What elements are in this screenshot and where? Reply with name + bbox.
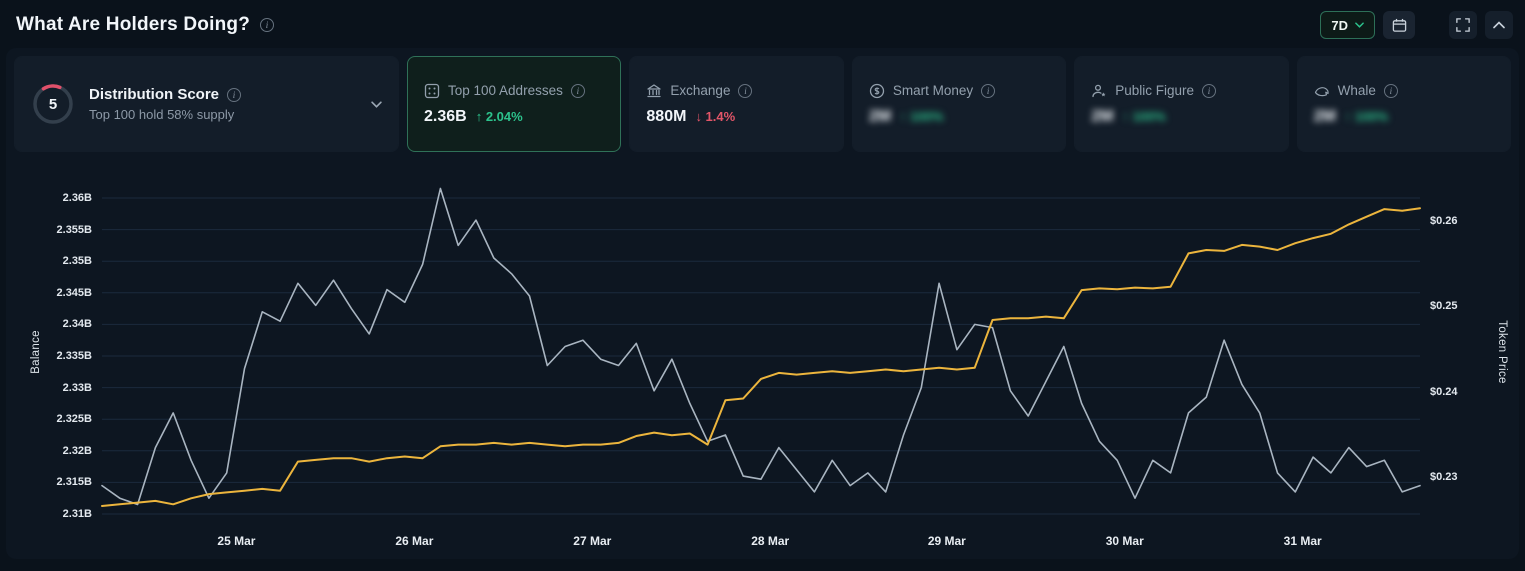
right-axis-title: Token Price: [1496, 320, 1508, 384]
stat-value-blurred: 2M: [1313, 107, 1336, 125]
x-axis-tick: 27 Mar: [573, 534, 612, 548]
x-axis-tick: 25 Mar: [217, 534, 256, 548]
stat-change: ↓ 1.4%: [695, 108, 736, 124]
x-axis-tick: 28 Mar: [751, 534, 790, 548]
card-exchange[interactable]: Exchange i 880M ↓ 1.4%: [629, 56, 844, 152]
title-info-icon[interactable]: i: [260, 18, 275, 32]
header: What Are Holders Doing? i 7D: [0, 0, 1525, 48]
stat-change-blurred: ↑ 100%: [1344, 108, 1389, 124]
stat-change-blurred: ↑ 100%: [1122, 108, 1166, 124]
time-range-selector[interactable]: 7D: [1320, 11, 1375, 39]
y-axis-tick-left: 2.345B: [56, 286, 92, 299]
info-icon[interactable]: i: [1383, 83, 1398, 98]
x-axis-tick: 26 Mar: [395, 534, 434, 548]
y-axis-tick-right: $0.26: [1430, 215, 1458, 227]
distribution-info-icon[interactable]: i: [227, 87, 242, 102]
y-axis-tick-left: 2.35B: [62, 255, 92, 268]
stat-change: ↑ 2.04%: [475, 108, 523, 124]
y-axis-tick-left: 2.355B: [56, 223, 92, 236]
stat-value: 880M: [646, 107, 687, 125]
calendar-icon: [1392, 18, 1406, 32]
collapse-button[interactable]: [1485, 11, 1513, 39]
card-public-figure[interactable]: Public Figure i 2M ↑ 100%: [1074, 56, 1289, 152]
info-icon[interactable]: i: [570, 83, 585, 98]
fullscreen-button[interactable]: [1449, 11, 1477, 39]
distribution-score-card[interactable]: 5 Distribution Score i Top 100 hold 58% …: [14, 56, 399, 152]
holders-panel: 5 Distribution Score i Top 100 hold 58% …: [6, 48, 1519, 559]
y-axis-tick-left: 2.315B: [56, 476, 92, 489]
y-axis-tick-left: 2.34B: [62, 318, 92, 331]
y-axis-tick-left: 2.31B: [62, 508, 92, 520]
token-price-line: [101, 207, 1421, 507]
distribution-score-value: 5: [49, 96, 57, 113]
holders-chart-plot[interactable]: [101, 184, 1421, 524]
info-icon[interactable]: i: [738, 83, 753, 98]
y-axis-tick-left: 2.335B: [56, 350, 92, 362]
stat-label: Top 100 Addresses: [448, 83, 563, 98]
chevron-up-icon: [1493, 21, 1505, 29]
stat-value-blurred: 2M: [1091, 107, 1114, 125]
info-icon[interactable]: i: [981, 83, 996, 98]
card-top-100-addresses[interactable]: Top 100 Addresses i 2.36B ↑ 2.04%: [407, 56, 622, 152]
whale-icon: [1314, 83, 1330, 99]
x-axis-tick: 30 Mar: [1105, 534, 1144, 548]
info-icon[interactable]: i: [1202, 83, 1217, 98]
y-axis-tick-right: $0.24: [1430, 385, 1458, 398]
y-axis-tick-right: $0.23: [1430, 471, 1458, 483]
cards-row: 5 Distribution Score i Top 100 hold 58% …: [14, 56, 1512, 152]
bank-icon: [646, 83, 662, 99]
card-smart-money[interactable]: Smart Money i 2M ↑ 100%: [851, 56, 1067, 152]
chevron-down-icon[interactable]: [371, 100, 382, 108]
y-axis-tick-left: 2.33B: [62, 381, 92, 394]
stat-label: Exchange: [670, 83, 731, 98]
fullscreen-icon: [1456, 18, 1470, 32]
calendar-button[interactable]: [1383, 11, 1415, 39]
top-100-grid-icon: [424, 83, 440, 99]
holders-chart[interactable]: Balance Token Price 2.36B 2.355B 2.35B 2.34…: [14, 184, 1511, 556]
stat-value: 2.36B: [424, 107, 467, 125]
card-whale[interactable]: Whale i 2M ↑ 100%: [1296, 56, 1512, 152]
stat-label: Smart Money: [892, 83, 974, 98]
distribution-score-subtitle: Top 100 hold 58% supply: [89, 107, 235, 122]
y-axis-tick-right: $0.25: [1430, 300, 1458, 313]
stat-label: Public Figure: [1115, 83, 1195, 98]
stat-value-blurred: 2M: [868, 107, 892, 125]
distribution-score-title: Distribution Score: [89, 86, 220, 103]
page-title: What Are Holders Doing?: [16, 14, 251, 35]
distribution-score-gauge: 5: [33, 84, 73, 124]
x-axis-tick: 31 Mar: [1283, 534, 1322, 548]
balance-line: [101, 187, 1421, 506]
y-axis-tick-left: 2.32B: [62, 444, 92, 457]
x-axis-tick: 29 Mar: [927, 534, 966, 548]
time-range-value: 7D: [1331, 17, 1348, 33]
y-axis-tick-left: 2.325B: [56, 413, 92, 426]
stat-change-blurred: ↑ 100%: [900, 108, 944, 124]
coin-icon: [869, 83, 885, 99]
y-axis-tick-left: 2.36B: [62, 192, 92, 204]
stat-label: Whale: [1337, 83, 1376, 98]
chevron-down-icon: [1355, 22, 1364, 28]
header-controls: 7D: [1320, 11, 1513, 39]
person-star-icon: [1091, 83, 1107, 99]
